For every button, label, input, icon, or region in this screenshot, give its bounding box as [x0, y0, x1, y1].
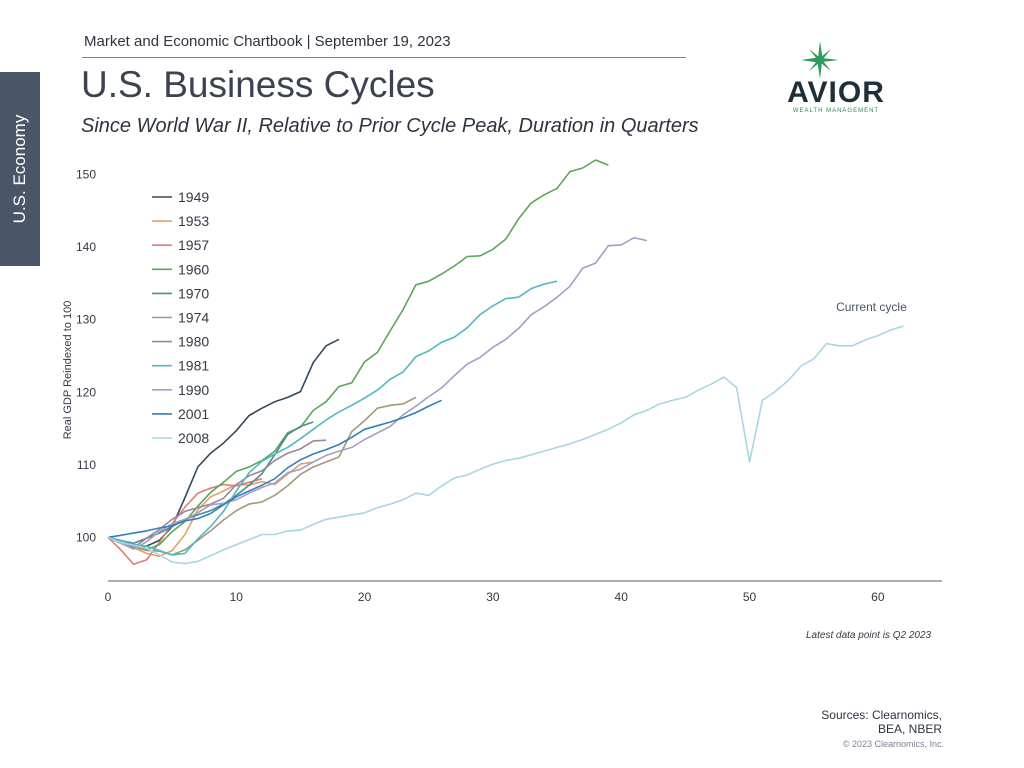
- sources-line-1: Sources: Clearnomics,: [821, 708, 942, 722]
- x-tick-label-30: 30: [486, 590, 500, 604]
- legend-label-1974: 1974: [178, 310, 209, 326]
- x-tick-label-0: 0: [105, 590, 112, 604]
- legend-label-1970: 1970: [178, 285, 209, 301]
- legend-label-1949: 1949: [178, 189, 209, 205]
- chart-footnote: Latest data point is Q2 2023: [806, 630, 932, 641]
- section-side-tab: U.S. Economy: [0, 72, 40, 266]
- legend-label-1957: 1957: [178, 237, 209, 253]
- series-line-2008: [107, 325, 904, 565]
- series-line-1957: [107, 477, 263, 566]
- legend-label-1980: 1980: [178, 334, 209, 350]
- series-line-1970: [107, 421, 314, 545]
- star-icon: [801, 41, 839, 79]
- x-tick-label-40: 40: [615, 590, 629, 604]
- x-tick-label-20: 20: [358, 590, 372, 604]
- series-line-1953: [107, 461, 314, 558]
- header-divider: [82, 57, 686, 58]
- copyright-note: © 2023 Clearnomics, Inc.: [842, 739, 944, 749]
- y-axis-label: Real GDP Reindexed to 100: [62, 301, 74, 440]
- sources-line-2: BEA, NBER: [877, 722, 942, 736]
- series-line-1981: [107, 280, 558, 556]
- y-tick-label-140: 140: [76, 240, 96, 254]
- x-tick-label-50: 50: [743, 590, 757, 604]
- y-tick-label-150: 150: [76, 168, 96, 182]
- sources-note: Sources: Clearnomics, BEA, NBER: [821, 708, 942, 736]
- legend-label-1960: 1960: [178, 261, 209, 277]
- x-tick-label-60: 60: [871, 590, 885, 604]
- y-tick-label-100: 100: [76, 530, 96, 544]
- series-line-1980: [107, 439, 327, 549]
- page-title: U.S. Business Cycles: [81, 64, 435, 105]
- y-tick-label-120: 120: [76, 385, 96, 399]
- legend-label-1981: 1981: [178, 358, 209, 374]
- legend-label-1953: 1953: [178, 213, 209, 229]
- logo-tagline: WEALTH MANAGEMENT: [792, 108, 880, 114]
- legend-label-1990: 1990: [178, 382, 209, 398]
- y-tick-label-110: 110: [77, 458, 96, 472]
- y-tick-label-130: 130: [76, 313, 96, 327]
- avior-logo: AVIOR WEALTH MANAGEMENT: [778, 40, 898, 118]
- series-line-1974: [107, 396, 417, 556]
- series-line-2001: [107, 399, 442, 539]
- x-tick-label-10: 10: [230, 590, 244, 604]
- page-subtitle: Since World War II, Relative to Prior Cy…: [81, 115, 699, 137]
- legend-label-2001: 2001: [178, 406, 209, 422]
- legend-label-2008: 2008: [178, 430, 209, 446]
- series-line-1990: [107, 236, 648, 550]
- annotation-current-cycle: Current cycle: [836, 300, 907, 314]
- series-line-1960: [107, 159, 609, 551]
- chartbook-header: Market and Economic Chartbook | Septembe…: [84, 33, 451, 50]
- logo-wordmark: AVIOR: [787, 76, 885, 109]
- series-line-1949: [107, 338, 340, 550]
